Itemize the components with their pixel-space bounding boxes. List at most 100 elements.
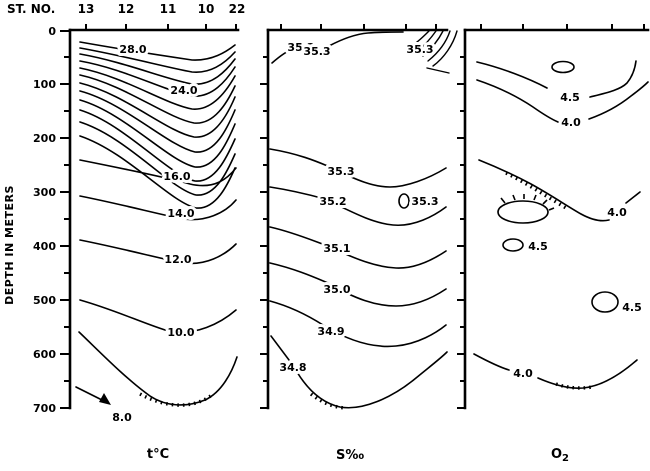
closed-contour [398, 193, 410, 209]
contour-line [271, 48, 294, 64]
station-header-prefix: ST. NO. [7, 2, 55, 16]
hatch-tick [533, 194, 537, 201]
contour-line [270, 335, 290, 361]
temperature-xlabel: t°C [147, 447, 169, 462]
contour-line [79, 82, 236, 138]
station-label: 12 [118, 2, 135, 16]
station-label: 22 [229, 2, 246, 16]
salinity-contour-labels: 35.2 35.3 35.3 35.3 35.2 35.3 35.1 35.0 … [276, 38, 441, 377]
axes: 0 100 200 300 400 500 600 700 DEPTH IN M… [3, 24, 650, 415]
hatch-tick [512, 194, 516, 201]
contour-label: 35.2 [319, 195, 346, 208]
contour-fan-line [417, 30, 437, 52]
contour-label: 4.5 [528, 240, 548, 253]
depth-tick-label: 700 [33, 402, 56, 415]
hatch-tick [500, 197, 506, 204]
contour-label: 35.3 [303, 45, 330, 58]
contour-line-16 [79, 159, 237, 187]
depth-tick-labels: 0 100 200 300 400 500 600 700 [33, 25, 56, 415]
contour-fan-line [427, 30, 451, 62]
contour-line [79, 99, 236, 168]
contour-line [476, 79, 559, 123]
depth-tick-label: 200 [33, 132, 56, 145]
contour-line [79, 47, 236, 73]
contour-label: 35.3 [327, 165, 354, 178]
contour-label: 4.5 [560, 91, 580, 104]
contour-hatch-marks [505, 171, 567, 210]
contour-line [588, 81, 649, 120]
contour-line [79, 90, 236, 153]
contour-line [79, 41, 236, 61]
contour-line [589, 60, 637, 98]
depth-axis-minor-ticks [64, 56, 70, 382]
contour-line [328, 31, 404, 47]
contour-line-bottom [296, 351, 448, 409]
contour-label: 34.8 [279, 361, 306, 374]
contour-line [269, 300, 447, 348]
depth-tick-label: 0 [48, 25, 56, 38]
oxygen-xlabel-subscript: 2 [562, 453, 569, 464]
contour-label: 10.0 [167, 326, 194, 339]
contour-label: 24.0 [170, 84, 197, 97]
closed-contour-hatch-ticks [500, 194, 555, 211]
salinity-panel: 35.2 35.3 35.3 35.3 35.2 35.3 35.1 35.0 … [269, 30, 458, 463]
station-ticks [85, 24, 645, 30]
contour-label: 35.2 [287, 41, 314, 54]
contour-label: 4.5 [622, 301, 642, 314]
contour-label: 4.0 [513, 367, 533, 380]
contour-line-12 [79, 239, 237, 265]
contour-line [269, 186, 447, 226]
contour-line [79, 135, 236, 209]
depth-tick-label: 100 [33, 78, 56, 91]
contour-line [79, 74, 236, 124]
contour-hatch-marks [309, 392, 346, 410]
contour-fan-line [432, 30, 458, 67]
contour-line [625, 191, 641, 204]
oxygen-axis-ticks [457, 56, 465, 409]
closed-contour [591, 291, 619, 313]
temperature-contour-lines [75, 41, 238, 407]
depth-tick-label: 600 [33, 348, 56, 361]
contour-line [79, 53, 236, 85]
depth-tick-label: 400 [33, 240, 56, 253]
contour-fan-dash [426, 67, 450, 74]
station-label: 13 [78, 2, 95, 16]
contour-label: 35.3 [406, 43, 433, 56]
closed-contour [502, 238, 524, 252]
contour-label: 4.0 [561, 116, 581, 129]
contour-line [476, 61, 548, 89]
contour-line [537, 359, 638, 389]
salinity-contour-lines [269, 30, 458, 410]
contour-line [473, 353, 510, 371]
arrowhead [99, 393, 111, 405]
contour-label: 14.0 [167, 207, 194, 220]
contour-line-14 [79, 195, 237, 221]
contour-line [269, 148, 447, 188]
contour-line-10 [79, 299, 237, 333]
contour-fan-line [412, 30, 430, 46]
closed-contour-hatched [497, 200, 549, 224]
contour-label: 16.0 [163, 170, 190, 183]
contour-label: 35.3 [411, 195, 438, 208]
oxygen-panel: 4.5 4.0 4.0 4.5 4.5 4.0 O2 [473, 60, 649, 464]
station-label: 10 [198, 2, 215, 16]
depth-axis-major-ticks [60, 30, 70, 409]
y-axis-title: DEPTH IN METERS [3, 185, 16, 305]
temperature-panel: 28.0 24.0 16.0 14.0 12.0 10.0 8.0 t°C [75, 40, 238, 462]
depth-tick-label: 500 [33, 294, 56, 307]
station-header: ST. NO. 13 12 11 10 22 [7, 2, 245, 16]
depth-tick-label: 300 [33, 186, 56, 199]
contour-label: 35.1 [323, 242, 350, 255]
oxygen-xlabel: O2 [551, 447, 569, 464]
closed-contour [551, 60, 575, 74]
hatch-tick [542, 199, 548, 205]
contour-fan-line [422, 30, 444, 57]
contour-line [79, 60, 236, 97]
contour-label: 12.0 [164, 253, 191, 266]
oxygen-contour-labels: 4.5 4.0 4.0 4.5 4.5 4.0 [510, 88, 645, 383]
oxygen-xlabel-base: O [551, 447, 562, 462]
contour-line [79, 121, 236, 196]
contour-line [79, 109, 236, 182]
